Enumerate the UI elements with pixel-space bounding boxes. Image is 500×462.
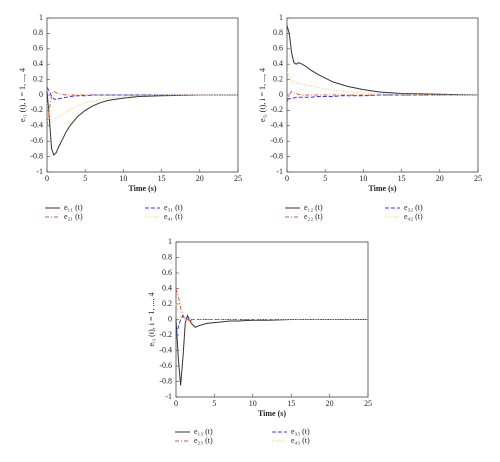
- series-line: [46, 90, 238, 126]
- x-tick-label: 15: [398, 174, 406, 183]
- x-tick-label: 20: [436, 174, 444, 183]
- y-axis-label: eᵢ₂ (t), i = 1, ..., 4: [258, 68, 267, 122]
- y-axis-label: eᵢ₁ (t), i = 1, ..., 4: [18, 68, 27, 122]
- series-line: [287, 94, 478, 100]
- y-tick-label: 0.2: [33, 74, 43, 83]
- y-tick-label: -0.8: [159, 376, 172, 385]
- series-line: [175, 314, 368, 336]
- y-tick-label: 0.8: [273, 28, 283, 37]
- legend-label: e₃₁ (t): [164, 203, 183, 212]
- x-tick-label: 10: [119, 174, 127, 183]
- y-tick-label: -0.4: [30, 121, 43, 130]
- legend-label: e₂₁ (t): [64, 212, 83, 221]
- x-tick-label: 20: [326, 399, 334, 408]
- x-tick-label: 15: [158, 174, 166, 183]
- y-tick-label: 0.2: [162, 299, 172, 308]
- x-tick-label: 25: [474, 174, 482, 183]
- x-tick-label: 0: [285, 174, 289, 183]
- y-tick-label: -1: [165, 392, 172, 401]
- legend-label: e₄₁ (t): [164, 212, 183, 221]
- y-tick-label: -1: [276, 167, 283, 176]
- subplot: -1-0.8-0.6-0.4-0.200.20.40.60.810 5 10 15 20…: [258, 13, 482, 221]
- y-tick-label: -0.4: [159, 345, 172, 354]
- x-tick-label: 5: [212, 399, 216, 408]
- y-tick-label: 0.4: [273, 59, 283, 68]
- y-tick-label: -0.2: [270, 105, 283, 114]
- y-tick-label: 0: [39, 90, 43, 99]
- series-line: [175, 314, 368, 386]
- legend-label: e₄₂ (t): [404, 212, 423, 221]
- x-tick-label: 0: [174, 399, 178, 408]
- series-line: [175, 288, 368, 322]
- series-line: [286, 90, 478, 103]
- y-tick-label: -0.6: [270, 136, 283, 145]
- y-tick-label: 1: [39, 13, 43, 22]
- y-tick-label: 0.6: [162, 268, 172, 277]
- y-axis-label: eᵢ₃ (t), i = 1, ..., 4: [147, 293, 156, 347]
- legend-label: e₃₃ (t): [291, 427, 310, 436]
- x-tick-label: 10: [359, 174, 367, 183]
- x-axis-label: Time (s): [258, 409, 286, 418]
- y-tick-label: 0.8: [162, 252, 172, 261]
- y-tick-label: 0.4: [162, 283, 172, 292]
- series-line: [46, 87, 238, 101]
- y-tick-label: 0.6: [33, 44, 43, 53]
- y-tick-label: -0.6: [159, 361, 172, 370]
- x-tick-label: 0: [45, 174, 49, 183]
- series-line: [46, 94, 238, 123]
- legend-label: e₁₂ (t): [304, 203, 323, 212]
- x-tick-label: 25: [234, 174, 242, 183]
- y-tick-label: -1: [36, 167, 43, 176]
- y-tick-label: 0: [279, 90, 283, 99]
- y-tick-label: 0.6: [273, 44, 283, 53]
- x-tick-label: 5: [323, 174, 327, 183]
- x-tick-label: 20: [196, 174, 204, 183]
- y-tick-label: 1: [279, 13, 283, 22]
- legend-label: e₁₃ (t): [194, 427, 213, 436]
- y-tick-label: -0.8: [270, 151, 283, 160]
- x-tick-label: 5: [83, 174, 87, 183]
- series-line: [286, 71, 478, 96]
- x-tick-label: 10: [249, 399, 257, 408]
- y-tick-label: -0.2: [30, 105, 43, 114]
- legend-label: e₄₃ (t): [291, 436, 310, 445]
- x-tick-label: 25: [364, 399, 372, 408]
- y-tick-label: 1: [168, 237, 172, 246]
- x-axis-label: Time (s): [368, 184, 396, 193]
- y-tick-label: 0: [168, 314, 172, 323]
- legend-label: e₃₂ (t): [404, 203, 423, 212]
- y-tick-label: -0.2: [159, 330, 172, 339]
- series-line: [46, 91, 238, 156]
- series-line: [175, 303, 368, 320]
- x-axis-label: Time (s): [128, 184, 156, 193]
- y-tick-label: 0.2: [273, 74, 283, 83]
- legend-label: e₁₁ (t): [64, 203, 83, 212]
- legend-label: e₂₃ (t): [194, 436, 213, 445]
- y-tick-label: -0.8: [30, 151, 43, 160]
- legend-label: e₂₂ (t): [304, 212, 323, 221]
- y-tick-label: -0.6: [30, 136, 43, 145]
- y-tick-label: -0.4: [270, 121, 283, 130]
- y-tick-label: 0.8: [33, 28, 43, 37]
- x-tick-label: 15: [287, 399, 295, 408]
- subplot: -1-0.8-0.6-0.4-0.200.20.40.60.810 5 10 15 20…: [147, 237, 372, 445]
- subplot: -1-0.8-0.6-0.4-0.200.20.40.60.810 5 10 15 20…: [18, 13, 242, 221]
- y-tick-label: 0.4: [33, 59, 43, 68]
- series-line: [286, 25, 479, 96]
